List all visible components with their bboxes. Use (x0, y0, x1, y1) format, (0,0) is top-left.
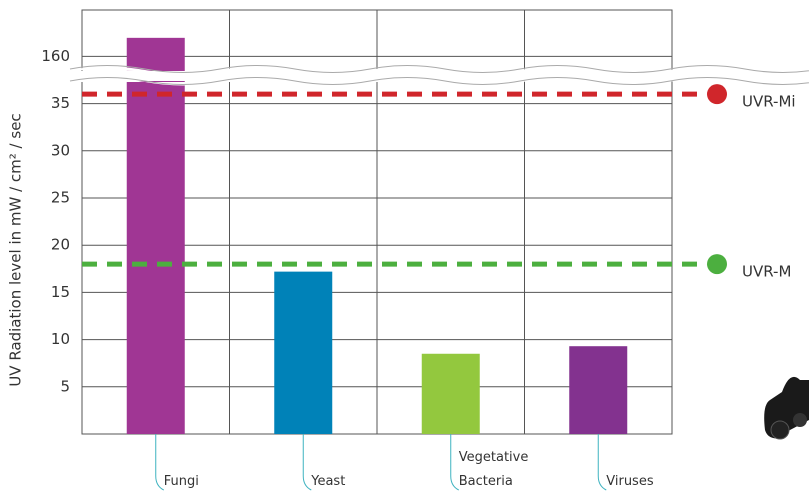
axis-break-fill (70, 71, 710, 81)
y-tick-label: 25 (51, 189, 70, 207)
reference-dot (707, 84, 727, 105)
bar (274, 271, 333, 434)
x-tick-label: Yeast (311, 474, 346, 489)
axis-break-line (69, 77, 809, 85)
x-tick-label: Viruses (606, 474, 654, 489)
y-tick-label: 5 (60, 377, 70, 395)
x-tick-label: Vegetative Bacteria (458, 450, 529, 489)
category-bracket (155, 434, 164, 491)
decor-wheel (764, 376, 809, 440)
reference-dot (707, 254, 727, 275)
y-axis-label: UV Radiation level in mW / cm² / sec (7, 113, 25, 386)
bar (569, 346, 628, 434)
category-bracket (450, 434, 459, 491)
reference-label: UVR-M (742, 263, 791, 281)
y-tick-label: 35 (51, 94, 70, 112)
category-bracket (597, 434, 607, 491)
category-bracket (302, 434, 312, 491)
y-tick-label: 30 (51, 141, 70, 159)
bar (126, 37, 185, 435)
y-tick-label: 160 (41, 47, 70, 65)
reference-label: UVR-Mi (742, 93, 796, 111)
bar (421, 353, 480, 434)
axis-break-line (69, 65, 809, 73)
x-tick-label: Fungi (163, 474, 199, 489)
y-tick-label: 15 (51, 283, 70, 301)
y-tick-label: 20 (51, 236, 70, 254)
y-tick-label: 10 (51, 330, 70, 348)
